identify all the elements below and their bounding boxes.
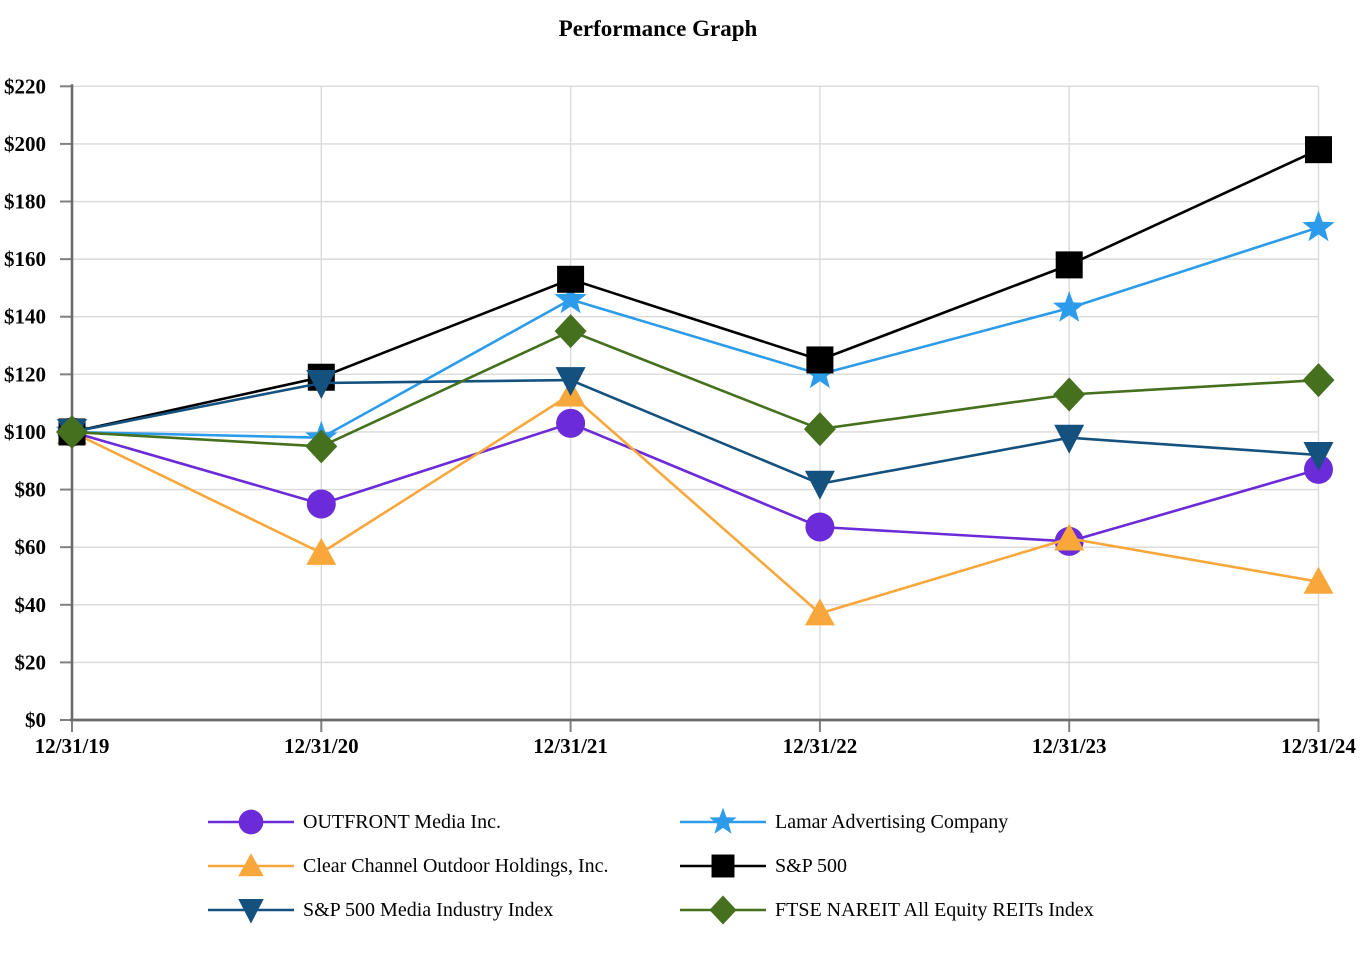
performance-chart: $0 $20 $40 $60 $80 $100 $120 $140 $160 $180 $200 $2… xyxy=(4,74,1357,758)
y-tick-label: $0 xyxy=(25,708,46,732)
gridlines xyxy=(72,85,1320,720)
star-marker-icon xyxy=(680,807,766,834)
y-tick-label: $60 xyxy=(15,535,47,559)
legend-item-sp500: S&P 500 xyxy=(680,844,1094,888)
y-tick-label: $200 xyxy=(4,132,46,156)
y-tick-label: $80 xyxy=(15,478,47,502)
y-tick-label: $220 xyxy=(4,74,46,98)
x-tick-label: 12/31/21 xyxy=(533,734,608,758)
legend-label-ftse-nareit: FTSE NAREIT All Equity REITs Index xyxy=(775,898,1094,921)
diamond-marker-icon xyxy=(680,895,766,925)
y-tick-label: $100 xyxy=(4,420,46,444)
legend-label-sp500: S&P 500 xyxy=(775,854,848,877)
legend-item-clear-channel: Clear Channel Outdoor Holdings, Inc. xyxy=(208,844,609,888)
y-tick-label: $40 xyxy=(15,593,47,617)
legend-label-lamar: Lamar Advertising Company xyxy=(775,810,1009,833)
legend-label-outfront: OUTFRONT Media Inc. xyxy=(303,810,501,833)
y-tick-label: $140 xyxy=(4,305,46,329)
circle-marker-icon xyxy=(208,809,294,835)
legend-item-sp500-media: S&P 500 Media Industry Index xyxy=(208,888,609,932)
legend-column-left: OUTFRONT Media Inc. Clear Channel Outdoo… xyxy=(208,800,609,932)
square-marker-icon xyxy=(680,854,766,878)
x-tick-label: 12/31/22 xyxy=(783,734,858,758)
y-tick-label: $160 xyxy=(4,247,46,271)
series-5 xyxy=(56,314,1335,464)
legend-item-lamar: Lamar Advertising Company xyxy=(680,800,1094,844)
legend-column-right: Lamar Advertising Company S&P 500 FTSE N… xyxy=(680,800,1094,932)
legend-item-ftse-nareit: FTSE NAREIT All Equity REITs Index xyxy=(680,888,1094,932)
legend-label-clear-channel: Clear Channel Outdoor Holdings, Inc. xyxy=(303,854,609,877)
chart-legend: OUTFRONT Media Inc. Clear Channel Outdoo… xyxy=(0,800,1364,940)
chart-title: Performance Graph xyxy=(558,16,758,41)
triangle-down-marker-icon xyxy=(208,898,294,924)
axis-ticks xyxy=(60,85,1320,732)
legend-label-sp500-media: S&P 500 Media Industry Index xyxy=(303,898,554,921)
legend-item-outfront: OUTFRONT Media Inc. xyxy=(208,800,609,844)
y-tick-label: $180 xyxy=(4,190,46,214)
y-tick-label: $20 xyxy=(15,650,47,674)
series-3 xyxy=(58,136,1332,446)
series-1 xyxy=(55,210,1335,452)
axes xyxy=(70,84,1320,722)
x-tick-label: 12/31/24 xyxy=(1281,734,1356,758)
x-tick-label: 12/31/20 xyxy=(284,734,359,758)
x-tick-label: 12/31/19 xyxy=(35,734,110,758)
series-4 xyxy=(57,367,1334,500)
x-axis-labels: 12/31/19 12/31/20 12/31/21 12/31/22 12/31/23… xyxy=(35,734,1357,758)
y-tick-label: $120 xyxy=(4,362,46,386)
triangle-up-marker-icon xyxy=(208,853,294,877)
x-tick-label: 12/31/23 xyxy=(1032,734,1107,758)
series-2 xyxy=(57,379,1334,626)
y-axis-labels: $0 $20 $40 $60 $80 $100 $120 $140 $160 $180 $200 $2… xyxy=(4,74,46,732)
